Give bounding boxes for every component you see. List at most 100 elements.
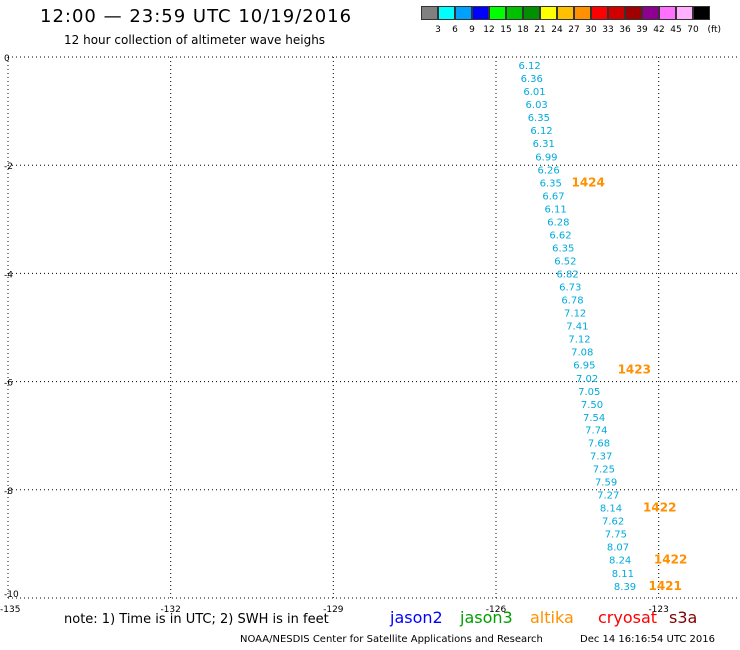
- wave-height-label: 8.14: [600, 504, 622, 515]
- wave-height-label: 7.62: [602, 517, 624, 528]
- wave-height-label: 7.50: [581, 400, 603, 411]
- timestamp-text: Dec 14 16:16:54 UTC 2016: [580, 634, 715, 645]
- wave-height-label: 6.82: [556, 269, 578, 280]
- time-label: 1422: [654, 553, 687, 567]
- wave-height-label: 7.68: [588, 439, 610, 450]
- colorbar-swatch: [591, 6, 608, 20]
- wave-height-label: 7.54: [583, 413, 605, 424]
- colorbar-swatch: [506, 6, 523, 20]
- wave-height-label: 6.28: [547, 217, 569, 228]
- wave-height-label: 7.12: [564, 308, 586, 319]
- time-label: 1421: [648, 579, 681, 593]
- colorbar-label: 42: [653, 25, 665, 35]
- wave-height-label: 7.41: [566, 321, 588, 332]
- chart-subtitle: 12 hour collection of altimeter wave hei…: [64, 33, 326, 47]
- wave-height-label: 7.02: [576, 374, 598, 385]
- colorbar-swatch: [438, 6, 455, 20]
- wave-height-label: 6.78: [561, 295, 583, 306]
- colorbar-label: 45: [670, 25, 682, 35]
- colorbar-unit: (ft): [707, 25, 722, 35]
- x-tick-label: -129: [323, 605, 344, 615]
- y-tick-label: -2: [4, 162, 13, 172]
- y-tick-label: -8: [4, 487, 13, 497]
- colorbar-label: 6: [452, 25, 458, 35]
- wave-height-label: 8.39: [614, 582, 636, 593]
- wave-height-label: 6.67: [542, 191, 564, 202]
- wave-height-label: 6.11: [545, 204, 567, 215]
- satellite-legend-s3a: s3a: [669, 608, 698, 627]
- wave-height-label: 7.74: [585, 426, 607, 437]
- wave-height-label: 7.27: [597, 491, 619, 502]
- colorbar-label: 9: [469, 25, 475, 35]
- colorbar-swatch: [523, 6, 540, 20]
- colorbar-label: 39: [636, 25, 648, 35]
- colorbar-swatch: [455, 6, 472, 20]
- wave-height-label: 7.05: [578, 387, 600, 398]
- wave-height-label: 6.62: [549, 230, 571, 241]
- colorbar-swatch: [642, 6, 659, 20]
- colorbar-swatch: [557, 6, 574, 20]
- colorbar-swatch: [676, 6, 693, 20]
- wave-height-label: 6.73: [559, 282, 581, 293]
- wave-height-label: 8.07: [607, 543, 629, 554]
- colorbar-label: 27: [568, 25, 580, 35]
- wave-height-label: 8.11: [612, 569, 634, 580]
- colorbar-swatch: [659, 6, 676, 20]
- colorbar-label: 24: [551, 25, 563, 35]
- x-tick-label: -123: [648, 605, 668, 615]
- y-tick-label: -10: [4, 590, 19, 600]
- colorbar-label: 33: [602, 25, 614, 35]
- colorbar-label: 15: [500, 25, 512, 35]
- colorbar-swatch: [472, 6, 489, 20]
- wave-height-label: 6.36: [521, 74, 543, 85]
- y-tick-label: -6: [4, 379, 13, 389]
- chart-title: 12:00 — 23:59 UTC 10/19/2016: [40, 6, 353, 27]
- wave-height-label: 6.12: [518, 61, 540, 72]
- x-tick-label: -132: [160, 605, 180, 615]
- units-note: note: 1) Time is in UTC; 2) SWH is in fe…: [64, 612, 329, 627]
- colorbar-label: 21: [534, 25, 546, 35]
- satellite-legend-cryosat: cryosat: [598, 608, 658, 627]
- wave-height-label: 7.75: [605, 530, 627, 541]
- wave-height-label: 7.08: [571, 347, 593, 358]
- wave-height-label: 6.01: [523, 87, 545, 98]
- colorbar-label: 36: [619, 25, 631, 35]
- satellite-legend-jason3: jason3: [460, 608, 513, 627]
- plot-grid: [8, 56, 740, 599]
- colorbar-swatch: [693, 6, 710, 20]
- y-tick-label: -4: [4, 270, 13, 280]
- time-label: 1424: [571, 176, 604, 190]
- colorbar-swatch: [421, 6, 438, 20]
- wave-height-plot: -135-132-129-126-123-1200-2-4-6-8-10 6.1…: [0, 54, 740, 615]
- y-tick-label: 0: [4, 54, 10, 64]
- plot-axes: -135-132-129-126-123-1200-2-4-6-8-10: [0, 54, 669, 615]
- colorbar-label: 3: [435, 25, 441, 35]
- colorbar-label: 12: [483, 25, 495, 35]
- time-label: 1423: [618, 363, 651, 377]
- colorbar-swatch: [608, 6, 625, 20]
- time-label: 1422: [643, 501, 676, 515]
- wave-height-label: 8.24: [609, 556, 631, 567]
- colorbar-swatch: [574, 6, 591, 20]
- wave-height-label: 7.25: [593, 465, 615, 476]
- wave-height-label: 6.99: [535, 153, 557, 164]
- wave-height-label: 6.52: [554, 256, 576, 267]
- colorbar-swatch: [625, 6, 642, 20]
- colorbar-swatch: [489, 6, 506, 20]
- x-tick-label: -135: [0, 605, 20, 615]
- wave-height-label: 7.59: [595, 478, 617, 489]
- wave-height-label: 6.31: [533, 139, 555, 150]
- satellite-legend-altika: altika: [530, 608, 574, 627]
- credit-text: NOAA/NESDIS Center for Satellite Applica…: [240, 634, 543, 645]
- wave-height-label: 7.37: [590, 452, 612, 463]
- colorbar-label: 30: [585, 25, 597, 35]
- wave-height-label: 6.95: [573, 360, 595, 371]
- satellite-legend-jason2: jason2: [390, 608, 443, 627]
- wave-height-label: 7.12: [568, 334, 590, 345]
- wave-height-label: 6.35: [528, 113, 550, 124]
- wave-height-label: 6.35: [552, 243, 574, 254]
- wave-height-label: 6.03: [526, 100, 548, 111]
- x-tick-label: -126: [486, 605, 507, 615]
- colorbar-label: 18: [517, 25, 529, 35]
- colorbar-label: 70: [687, 25, 699, 35]
